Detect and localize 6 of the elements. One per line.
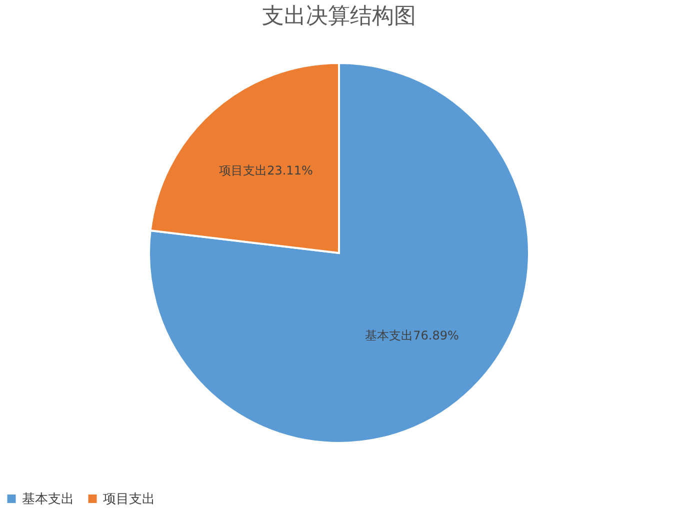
legend-label: 基本支出 bbox=[22, 492, 74, 507]
pie-slice bbox=[148, 62, 530, 444]
chart-title: 支出决算结构图 bbox=[262, 4, 416, 29]
category-label: 基本支出76.89% bbox=[365, 328, 459, 342]
legend-label: 项目支出 bbox=[103, 492, 155, 507]
category-label: 项目支出23.11% bbox=[219, 164, 313, 178]
